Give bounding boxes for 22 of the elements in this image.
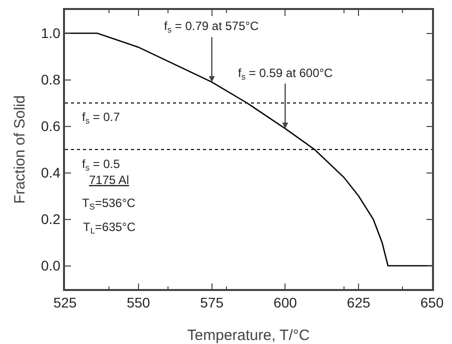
x-tick-label: 625 xyxy=(346,294,370,311)
y-tick-label: 0.4 xyxy=(40,164,61,181)
y-tick-label: 1.0 xyxy=(40,25,61,42)
line-series xyxy=(65,32,432,266)
x-tick-label: 575 xyxy=(200,294,224,311)
y-tick-label: 0.6 xyxy=(40,118,61,134)
x-tick-label: 525 xyxy=(53,294,77,311)
annotation: f$_{s}$ = 0.59 at 600°C xyxy=(238,66,334,82)
annotation: f$_{s}$ = 0.79 at 575°C xyxy=(164,19,260,35)
annotation: T$_{L}$=635°C xyxy=(83,220,136,236)
x-tick-label: 550 xyxy=(126,294,150,311)
ref-line-label: f$_{s}$ = 0.7 xyxy=(82,110,120,126)
y-tick-label: 0.8 xyxy=(40,72,61,88)
ref-line-label: f$_{s}$ = 0.5 xyxy=(82,157,120,173)
y-tick-label: 0.0 xyxy=(40,258,61,274)
y-axis-title: Fraction of Solid xyxy=(12,95,28,204)
x-tick-label: 600 xyxy=(274,294,298,311)
y-tick-label: 0.2 xyxy=(40,211,61,228)
annotation: T$_{S}$=536°C xyxy=(82,196,136,212)
x-axis-title: Temperature, T/°C xyxy=(187,327,310,344)
x-tick-label: 650 xyxy=(420,294,444,311)
annotation: 7175 Al xyxy=(89,173,130,187)
